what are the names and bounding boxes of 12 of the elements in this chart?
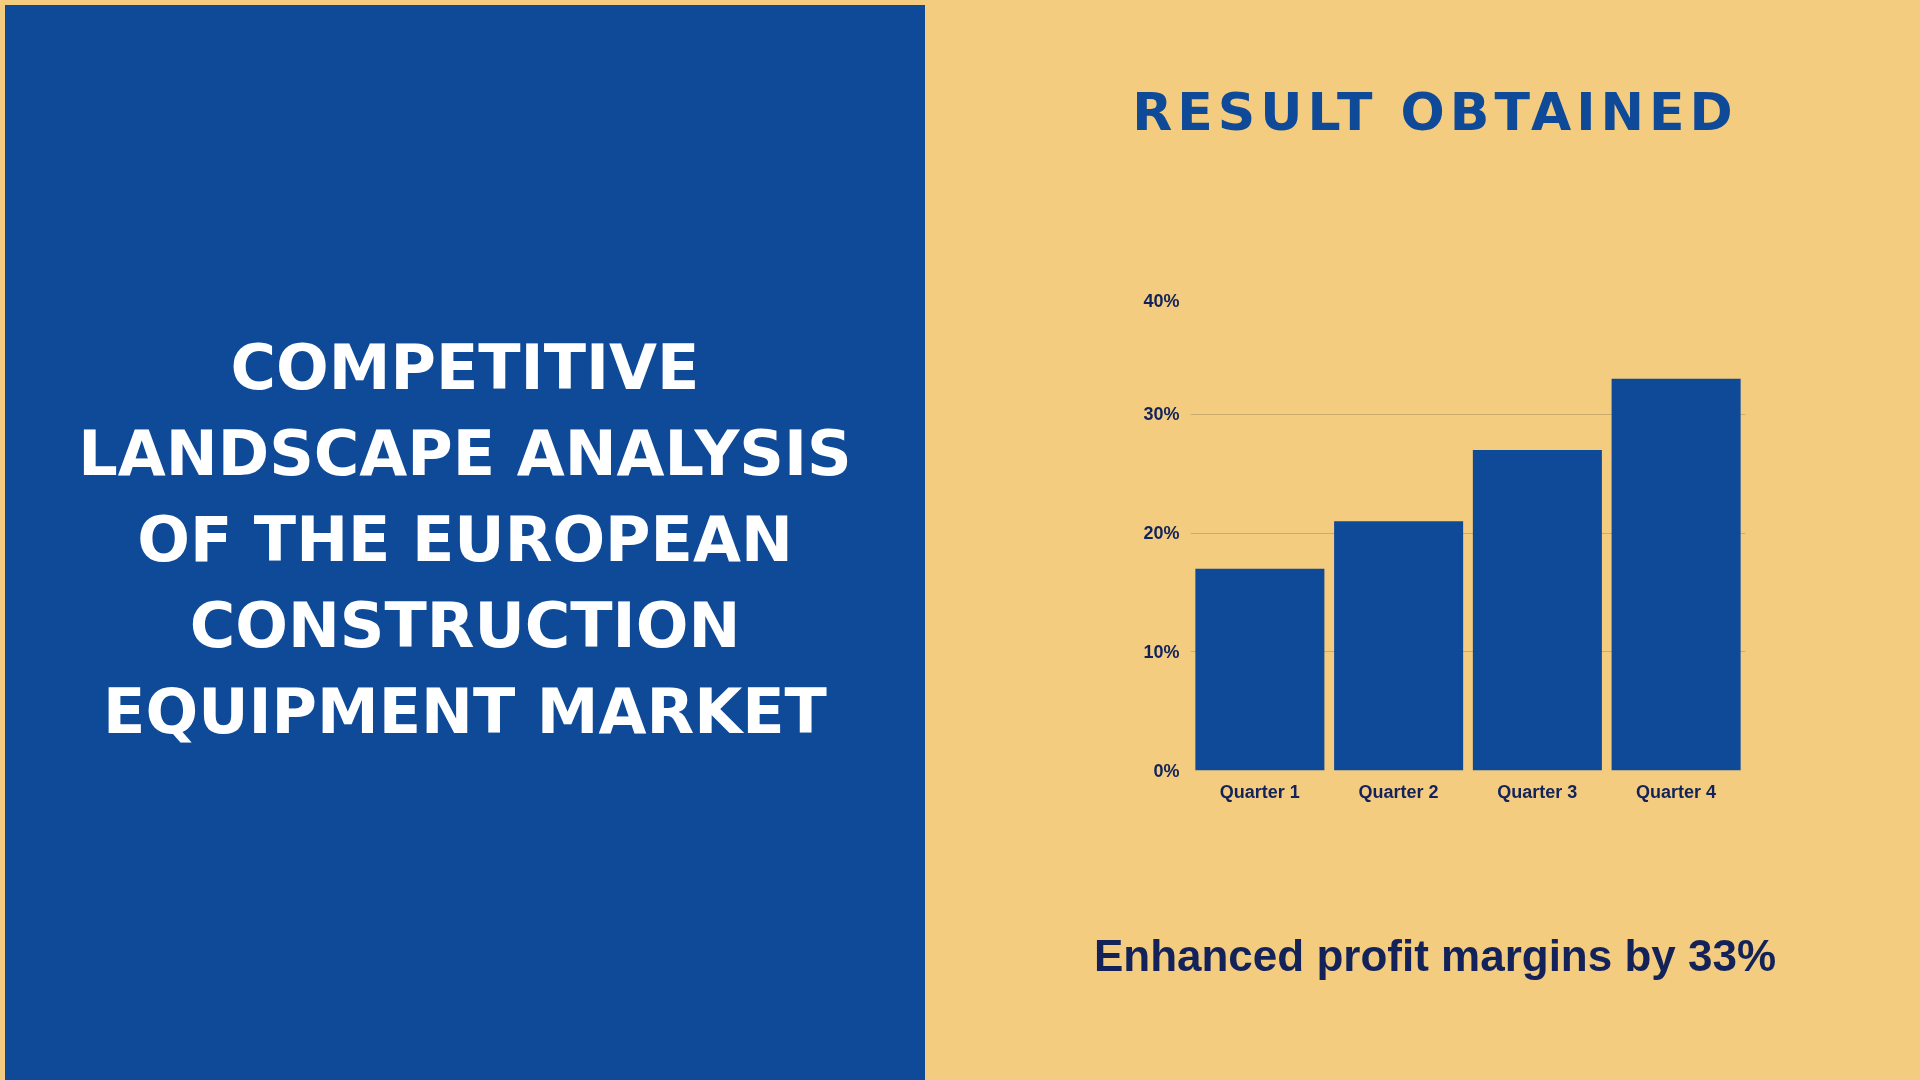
x-tick-label: Quarter 3 [1497,781,1578,802]
chart-title: RESULT OBTAINED [1132,81,1738,144]
x-tick-label: Quarter 2 [1358,781,1439,802]
y-tick-label: 30% [1143,404,1180,425]
y-tick-label: 20% [1143,523,1180,543]
x-tick-label: Quarter 4 [1636,781,1717,802]
y-tick-label: 0% [1153,760,1180,781]
text: Enhanced profit margins by 33% [1093,930,1777,982]
y-tick-label: 40% [1143,290,1180,311]
x-tick-label: Quarter 1 [1219,781,1300,802]
text: COMPETITIVE LANDSCAPE ANALYSIS OF THE EUROPEAN CONSTRUCTION EQUIPMENT MARKET [77,330,853,750]
y-tick-label: 10% [1143,641,1180,662]
